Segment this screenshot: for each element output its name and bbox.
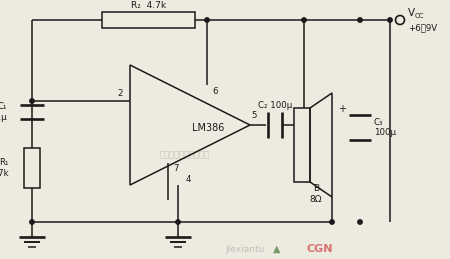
Text: CGN: CGN	[307, 244, 333, 254]
Text: ▲: ▲	[273, 244, 281, 254]
Text: CC: CC	[415, 13, 424, 19]
Bar	[102, 12, 195, 28]
Text: B
8Ω: B 8Ω	[310, 184, 322, 204]
Text: 5: 5	[251, 112, 257, 120]
Circle shape	[30, 220, 34, 224]
Text: C₂ 100μ: C₂ 100μ	[258, 102, 292, 111]
Text: V: V	[408, 8, 415, 18]
Circle shape	[358, 220, 362, 224]
Text: C₃
100μ: C₃ 100μ	[374, 118, 396, 137]
Bar	[294, 108, 310, 182]
Circle shape	[30, 99, 34, 103]
Text: jlexiantu: jlexiantu	[225, 244, 265, 254]
Text: 6: 6	[212, 87, 218, 96]
Circle shape	[176, 220, 180, 224]
Text: LM386: LM386	[192, 123, 224, 133]
Bar	[24, 148, 40, 188]
Circle shape	[330, 220, 334, 224]
Text: R₂  4.7k: R₂ 4.7k	[131, 1, 166, 10]
Circle shape	[205, 18, 209, 22]
Text: C₁
0.01μ: C₁ 0.01μ	[0, 102, 7, 122]
Text: 2: 2	[117, 90, 123, 98]
Text: R₁
4.7k: R₁ 4.7k	[0, 158, 9, 178]
Circle shape	[302, 18, 306, 22]
Text: +6－9V: +6－9V	[408, 24, 437, 32]
Circle shape	[388, 18, 392, 22]
Text: 杭州锋睿科技有限公司: 杭州锋睿科技有限公司	[160, 150, 210, 160]
Circle shape	[358, 18, 362, 22]
Text: 7: 7	[174, 164, 179, 173]
Text: 4: 4	[185, 176, 191, 184]
Text: +: +	[338, 104, 346, 114]
